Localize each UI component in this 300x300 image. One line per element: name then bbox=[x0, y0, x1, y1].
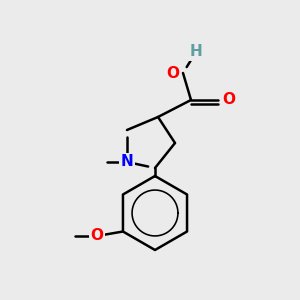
Text: O: O bbox=[166, 65, 179, 80]
Text: O: O bbox=[91, 229, 103, 244]
Text: O: O bbox=[222, 92, 235, 107]
Text: N: N bbox=[121, 154, 134, 169]
Text: H: H bbox=[190, 44, 202, 59]
